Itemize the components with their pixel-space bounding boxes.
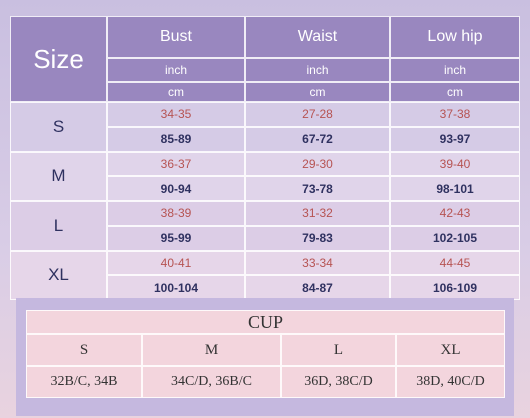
cup-value: 36D, 38C/D [281,366,396,398]
column-header: Bust [107,16,245,58]
cup-size: S [26,334,142,366]
unit-label: inch [245,58,390,82]
unit-label: cm [107,82,245,102]
cm-value: 79-83 [245,225,390,251]
cm-value: 106-109 [390,275,520,300]
cm-value: 100-104 [107,275,245,300]
cup-value: 32B/C, 34B [26,366,142,398]
size-header: Size [10,16,107,102]
size-label: M [10,151,107,201]
cm-value: 73-78 [245,176,390,201]
inch-value: 44-45 [390,250,520,276]
inch-value: 39-40 [390,151,520,177]
cm-value: 98-101 [390,176,520,201]
cup-value: 34C/D, 36B/C [142,366,281,398]
size-label: XL [10,250,107,300]
unit-label: cm [245,82,390,102]
inch-value: 40-41 [107,250,245,276]
cm-value: 84-87 [245,275,390,300]
inch-value: 31-32 [245,201,390,226]
cup-size: XL [396,334,505,366]
cm-value: 90-94 [107,176,245,201]
inch-value: 34-35 [107,102,245,127]
cup-size: L [281,334,396,366]
inch-value: 36-37 [107,151,245,177]
cm-value: 95-99 [107,225,245,251]
inch-value: 42-43 [390,201,520,226]
unit-label: cm [390,82,520,102]
column-header: Low hip [390,16,520,58]
size-label: S [10,102,107,152]
cm-value: 67-72 [245,126,390,152]
cm-value: 93-97 [390,126,520,152]
cup-size: M [142,334,281,366]
unit-label: inch [107,58,245,82]
cup-value: 38D, 40C/D [396,366,505,398]
inch-value: 33-34 [245,250,390,276]
column-header: Waist [245,16,390,58]
cm-value: 102-105 [390,225,520,251]
cup-title: CUP [26,310,505,334]
inch-value: 38-39 [107,201,245,226]
unit-label: inch [390,58,520,82]
inch-value: 27-28 [245,102,390,127]
inch-value: 37-38 [390,102,520,127]
cm-value: 85-89 [107,126,245,152]
inch-value: 29-30 [245,151,390,177]
size-label: L [10,201,107,251]
